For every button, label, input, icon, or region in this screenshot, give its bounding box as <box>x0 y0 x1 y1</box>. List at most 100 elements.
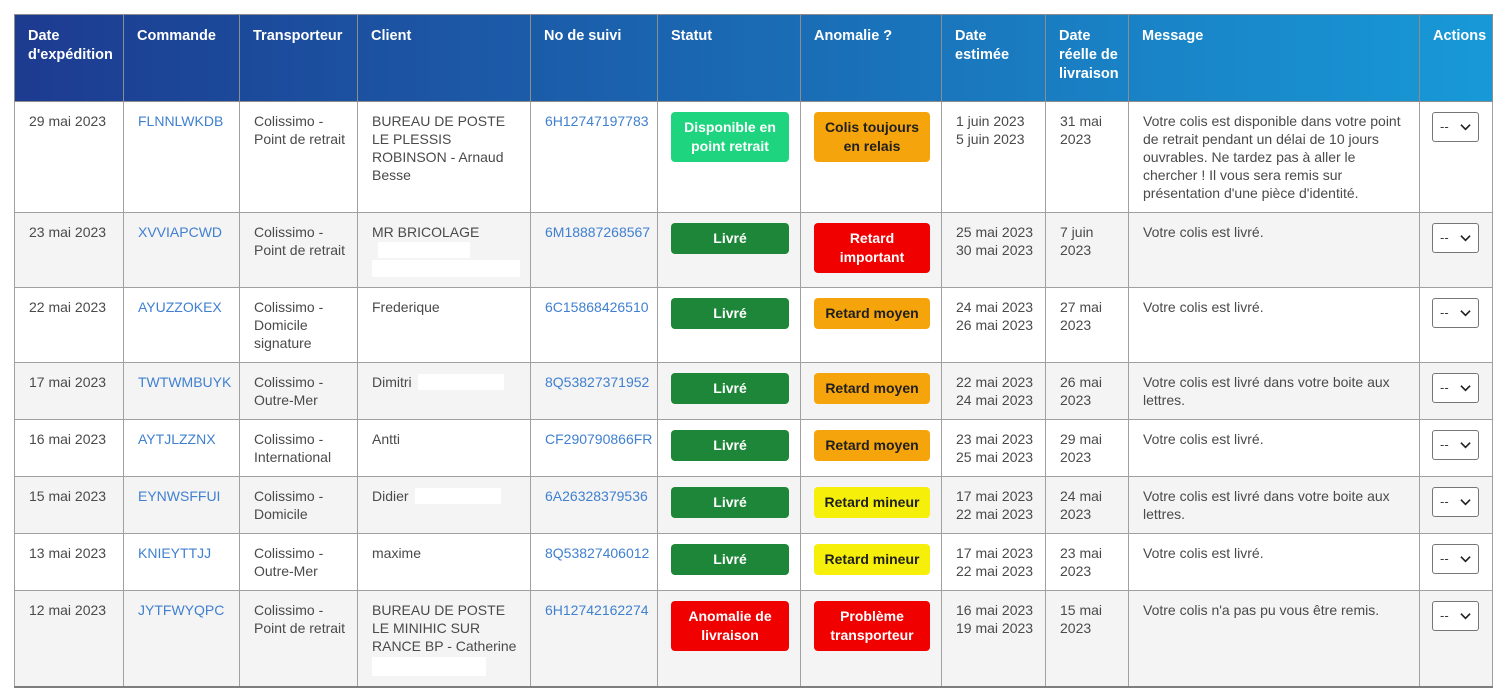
cell-estimated-date: 1 juin 2023 5 juin 2023 <box>941 101 1046 213</box>
carrier-text: Colissimo - Domicile <box>254 488 324 522</box>
tracking-link[interactable]: 8Q53827371952 <box>545 374 650 390</box>
table-row: 15 mai 2023 EYNWSFFUI Colissimo - Domicile… <box>14 476 1493 534</box>
header-row: Date d'expédition Commande Transporteur … <box>14 14 1493 102</box>
message-text: Votre colis est livré dans votre boite a… <box>1143 488 1390 522</box>
estimated-date-line: 19 mai 2023 <box>956 620 1034 636</box>
table-row: 12 mai 2023 JYTFWYQPC Colissimo - Point de… <box>14 590 1493 688</box>
chevron-down-icon <box>1460 556 1471 563</box>
order-link[interactable]: XVVIAPCWD <box>138 224 223 240</box>
tracking-link[interactable]: CF290790866FR <box>545 431 653 447</box>
column-header-status: Statut <box>657 14 801 102</box>
cell-status: Livré <box>657 212 801 288</box>
cell-actions: -- <box>1419 101 1493 213</box>
action-select-value: -- <box>1440 380 1449 395</box>
cell-client: BUREAU DE POSTE LE MINIHIC SUR RANCE BP … <box>357 590 531 688</box>
status-badge: Livré <box>671 373 789 404</box>
tracking-link[interactable]: 6A26328379536 <box>545 488 648 504</box>
ship-date-text: 12 mai 2023 <box>29 602 107 618</box>
action-select[interactable]: -- <box>1432 487 1479 517</box>
shipments-table: Date d'expédition Commande Transporteur … <box>14 14 1493 688</box>
action-select[interactable]: -- <box>1432 601 1479 631</box>
estimated-date-line: 22 mai 2023 <box>956 506 1034 522</box>
carrier-text: Colissimo - Domicile signature <box>254 299 324 351</box>
cell-anomaly: Retard moyen <box>800 362 942 420</box>
status-badge: Disponible en point retrait <box>671 112 789 162</box>
cell-status: Disponible en point retrait <box>657 101 801 213</box>
message-text: Votre colis est livré. <box>1143 545 1264 561</box>
column-header-order: Commande <box>123 14 240 102</box>
actual-date-text: 29 mai 2023 <box>1060 431 1103 465</box>
table-row: 13 mai 2023 KNIEYTTJJ Colissimo - Outre-Me… <box>14 533 1493 591</box>
ship-date-text: 23 mai 2023 <box>29 224 107 240</box>
order-link[interactable]: AYUZZOKEX <box>138 299 222 315</box>
cell-actions: -- <box>1419 533 1493 591</box>
estimated-date-line: 22 mai 2023 <box>956 374 1034 390</box>
column-header-message: Message <box>1128 14 1420 102</box>
actual-date-text: 24 mai 2023 <box>1060 488 1103 522</box>
cell-actions: -- <box>1419 362 1493 420</box>
message-text: Votre colis est livré. <box>1143 431 1264 447</box>
action-select[interactable]: -- <box>1432 223 1479 253</box>
estimated-date-line: 24 mai 2023 <box>956 392 1034 408</box>
estimated-date-line: 24 mai 2023 <box>956 299 1034 315</box>
action-select-value: -- <box>1440 551 1449 566</box>
cell-actions: -- <box>1419 590 1493 688</box>
actual-date-text: 26 mai 2023 <box>1060 374 1103 408</box>
cell-ship-date: 12 mai 2023 <box>14 590 124 688</box>
client-text: MR BRICOLAGE <box>372 224 480 240</box>
anomaly-badge: Retard mineur <box>814 544 930 575</box>
order-link[interactable]: TWTWMBUYK <box>138 374 232 390</box>
column-header-ship-date: Date d'expédition <box>14 14 124 102</box>
action-select[interactable]: -- <box>1432 373 1479 403</box>
status-badge: Livré <box>671 544 789 575</box>
order-link[interactable]: JYTFWYQPC <box>138 602 225 618</box>
cell-anomaly: Problème transporteur <box>800 590 942 688</box>
cell-ship-date: 29 mai 2023 <box>14 101 124 213</box>
cell-estimated-date: 17 mai 2023 22 mai 2023 <box>941 533 1046 591</box>
carrier-text: Colissimo - Point de retrait <box>254 224 346 258</box>
cell-ship-date: 16 mai 2023 <box>14 419 124 477</box>
status-badge: Livré <box>671 430 789 461</box>
redaction-box <box>372 657 486 676</box>
redaction-box <box>417 374 504 390</box>
ship-date-text: 13 mai 2023 <box>29 545 107 561</box>
order-link[interactable]: KNIEYTTJJ <box>138 545 212 561</box>
cell-message: Votre colis est livré dans votre boite a… <box>1128 362 1420 420</box>
anomaly-badge: Retard moyen <box>814 373 930 404</box>
tracking-link[interactable]: 8Q53827406012 <box>545 545 650 561</box>
anomaly-badge: Problème transporteur <box>814 601 930 651</box>
anomaly-badge: Retard moyen <box>814 298 930 329</box>
cell-actions: -- <box>1419 287 1493 363</box>
status-badge: Anomalie de livraison <box>671 601 789 651</box>
estimated-date-line: 5 juin 2023 <box>956 131 1025 147</box>
cell-order: XVVIAPCWD <box>123 212 240 288</box>
cell-status: Livré <box>657 287 801 363</box>
cell-actions: -- <box>1419 212 1493 288</box>
client-text: Frederique <box>372 299 440 315</box>
cell-message: Votre colis est livré dans votre boite a… <box>1128 476 1420 534</box>
tracking-link[interactable]: 6H12742162274 <box>545 602 649 618</box>
tracking-link[interactable]: 6H12747197783 <box>545 113 649 129</box>
order-link[interactable]: AYTJLZZNX <box>138 431 216 447</box>
redaction-box <box>414 488 501 504</box>
cell-status: Anomalie de livraison <box>657 590 801 688</box>
cell-status: Livré <box>657 419 801 477</box>
cell-actual-date: 7 juin 2023 <box>1045 212 1129 288</box>
action-select[interactable]: -- <box>1432 298 1479 328</box>
cell-tracking: CF290790866FR <box>530 419 658 477</box>
column-header-actions: Actions <box>1419 14 1493 102</box>
order-link[interactable]: EYNWSFFUI <box>138 488 221 504</box>
client-text: BUREAU DE POSTE LE PLESSIS ROBINSON - Ar… <box>372 113 506 183</box>
order-link[interactable]: FLNNLWKDB <box>138 113 224 129</box>
action-select[interactable]: -- <box>1432 112 1479 142</box>
tracking-link[interactable]: 6M18887268567 <box>545 224 651 240</box>
action-select[interactable]: -- <box>1432 544 1479 574</box>
table-header: Date d'expédition Commande Transporteur … <box>14 14 1493 102</box>
cell-client: Antti <box>357 419 531 477</box>
table-row: 29 mai 2023 FLNNLWKDB Colissimo - Point de… <box>14 101 1493 213</box>
tracking-link[interactable]: 6C15868426510 <box>545 299 649 315</box>
action-select-value: -- <box>1440 608 1449 623</box>
action-select[interactable]: -- <box>1432 430 1479 460</box>
estimated-date-line: 1 juin 2023 <box>956 113 1025 129</box>
client-text: Didier <box>372 488 409 504</box>
